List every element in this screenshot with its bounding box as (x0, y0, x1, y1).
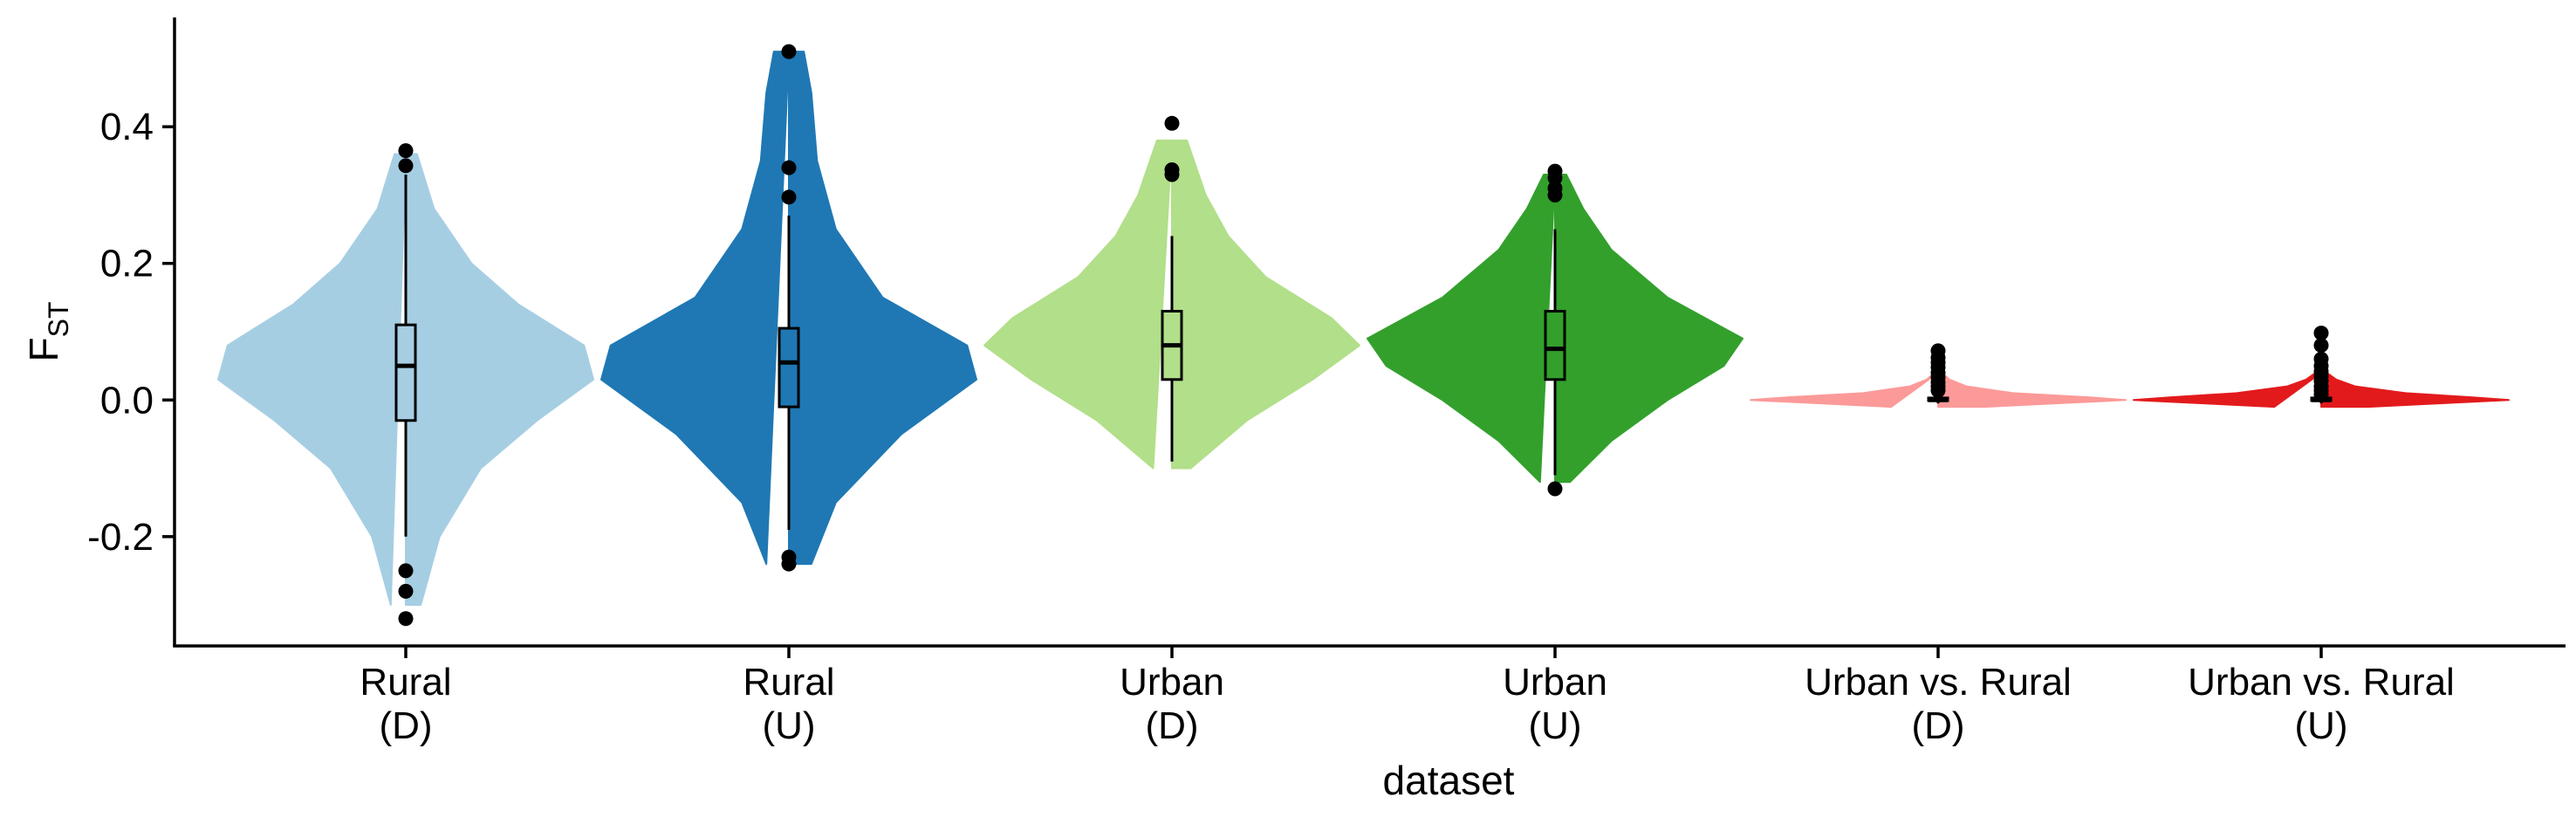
x-tick-label-line1: Rural (743, 661, 834, 704)
violin-group (217, 143, 594, 627)
outlier-point (1547, 481, 1563, 497)
x-tick-label-line1: Urban (1503, 661, 1607, 704)
outlier-point (1547, 187, 1563, 203)
outlier-point (781, 556, 797, 572)
outlier-point (2313, 326, 2329, 341)
y-ticks: -0.2 0.0 0.2 0.4 (87, 106, 175, 559)
violin-group (983, 115, 1360, 470)
x-tick-label-line2: (U) (2294, 704, 2347, 747)
outlier-point (1547, 170, 1563, 186)
violin-group (2133, 326, 2510, 409)
x-tick-label-line1: Urban vs. Rural (1805, 661, 2072, 704)
box-iqr (394, 323, 417, 422)
outlier-point (1164, 167, 1180, 182)
outlier-point (398, 143, 414, 159)
y-tick-label: 0.2 (100, 243, 154, 285)
chart-marks (217, 44, 2510, 627)
box-iqr (778, 326, 800, 409)
x-tick-label-line2: (D) (1911, 704, 1964, 747)
x-tick-label-line2: (D) (379, 704, 432, 747)
outlier-point (781, 44, 797, 59)
outlier-point (398, 583, 414, 599)
outlier-point (398, 611, 414, 627)
outlier-point (398, 158, 414, 174)
outlier-point (2313, 338, 2329, 354)
outlier-point (398, 563, 414, 579)
y-axis-title-subscript: ST (43, 302, 74, 338)
outlier-point (781, 160, 797, 175)
x-tick-label-line2: (D) (1145, 704, 1198, 747)
violin-group (600, 44, 977, 572)
x-tick-label-line1: Rural (360, 661, 451, 704)
y-axis-title-main: F (21, 337, 66, 361)
x-ticks: Rural(D)Rural(U)Urban(D)Urban(U)Urban vs… (360, 646, 2455, 747)
x-axis-title: dataset (1383, 758, 1515, 803)
outlier-point (781, 189, 797, 205)
x-tick-label-line1: Urban (1120, 661, 1224, 704)
y-tick-label: -0.2 (87, 516, 154, 559)
y-tick-label: 0.0 (100, 379, 154, 422)
outlier-point (2313, 387, 2329, 402)
y-axis-title: FST (21, 302, 74, 362)
violin-group (1750, 343, 2127, 409)
outlier-point (1930, 382, 1946, 398)
y-tick-label: 0.4 (100, 106, 154, 148)
box-iqr (1544, 310, 1566, 381)
outlier-point (1164, 115, 1180, 131)
x-tick-label-line1: Urban vs. Rural (2188, 661, 2455, 704)
chart-axes (173, 17, 2566, 648)
x-tick-label-line2: (U) (1528, 704, 1581, 747)
x-tick-label-line2: (U) (762, 704, 815, 747)
violin-group (1367, 163, 1744, 497)
